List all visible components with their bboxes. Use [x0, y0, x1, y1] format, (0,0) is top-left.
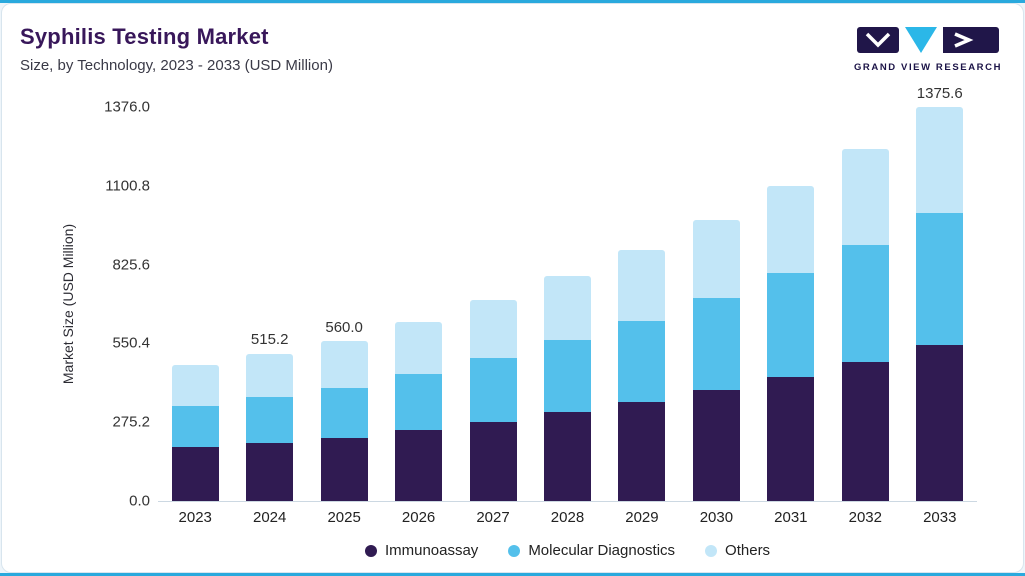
bar-segment-immunoassay [171, 447, 219, 501]
legend: Immunoassay Molecular Diagnostics Others [158, 542, 977, 559]
bar-segment-immunoassay [395, 430, 443, 501]
bar-segment-others [543, 276, 591, 341]
bar-segment-molecular-diagnostics [395, 373, 443, 431]
x-axis-label: 2031 [774, 509, 808, 526]
bar-group [605, 107, 679, 501]
y-tick-label: 275.2 [112, 413, 150, 431]
y-tick-label: 1376.0 [104, 98, 150, 116]
bar-group [828, 107, 902, 501]
bar-segment-others [767, 186, 815, 274]
page-title: Syphilis Testing Market [20, 24, 269, 49]
bar-group [679, 107, 753, 501]
bar-segment-molecular-diagnostics [469, 358, 517, 422]
bar-segment-molecular-diagnostics [320, 387, 368, 438]
x-axis-label: 2024 [252, 509, 287, 526]
bar-segment-molecular-diagnostics [767, 273, 815, 377]
x-axis-label: 2025 [327, 509, 361, 526]
chart-card: Syphilis Testing Market Size, by Technol… [1, 3, 1024, 573]
legend-label: Molecular Diagnostics [528, 542, 676, 559]
legend-dot-icon [364, 544, 377, 557]
y-tick-label: 0.0 [129, 492, 150, 510]
bar-group [530, 107, 604, 501]
x-axis-label: 2029 [625, 509, 659, 526]
bar-segment-others [469, 300, 517, 359]
bar-segment-molecular-diagnostics [246, 397, 294, 443]
page-subtitle: Size, by Technology, 2023 - 2033 (USD Mi… [20, 57, 333, 74]
bar-segment-immunoassay [320, 437, 368, 501]
y-tick-label: 550.4 [112, 334, 150, 352]
bar-group [381, 107, 455, 501]
legend-item: Immunoassay [364, 542, 479, 559]
bar-value-label: 560.0 [325, 318, 363, 336]
x-axis-label: 2033 [923, 509, 957, 526]
x-axis-label: 2026 [401, 509, 436, 526]
y-tick-label: 825.6 [112, 256, 150, 274]
bar-segment-immunoassay [543, 412, 591, 501]
x-axis-label: 2023 [178, 509, 212, 526]
x-axis-labels: 2023 2024 2025 2026 2027 2028 2029 2030 2031 2032… [158, 509, 977, 526]
chart: Market Size (USD Million) 0.0 275.2 550.4 8… [18, 85, 1007, 564]
y-axis-ticks: 0.0 275.2 550.4 825.6 1100.8 1376.0 [78, 99, 150, 510]
y-axis-title: Market Size (USD Million) [60, 223, 76, 385]
bar-group: 515.2 [232, 107, 306, 501]
bar-segment-others [692, 219, 740, 299]
logo-text: GRAND VIEW RESEARCH [853, 62, 1003, 73]
legend-dot-icon [508, 544, 521, 557]
bar-segment-molecular-diagnostics [543, 340, 591, 413]
bar-segment-others [320, 340, 368, 388]
bar-group: 1375.6 [903, 85, 977, 501]
bar-value-label: 515.2 [250, 331, 289, 349]
legend-label: Others [725, 542, 771, 559]
bar-segment-molecular-diagnostics [916, 213, 964, 346]
bar-segment-immunoassay [692, 389, 740, 501]
legend-dot-icon [705, 544, 718, 557]
x-axis-label: 2032 [848, 509, 882, 526]
bar-segment-others [916, 107, 964, 214]
bar-segment-molecular-diagnostics [841, 245, 889, 362]
bar-segment-others [841, 148, 889, 246]
brand-logo: GRAND VIEW RESEARCH [853, 26, 1003, 73]
y-tick-label: 1100.8 [105, 177, 150, 195]
bar-segment-immunoassay [246, 442, 294, 501]
legend-label: Immunoassay [384, 542, 479, 559]
bar-segment-molecular-diagnostics [171, 406, 219, 448]
bar-value-label: 1375.6 [916, 85, 963, 103]
bar-segment-others [395, 321, 443, 374]
bar-group [754, 107, 828, 501]
bar-segment-immunoassay [469, 421, 517, 501]
legend-item: Others [705, 542, 770, 559]
bar-segment-immunoassay [841, 361, 889, 501]
bar-segment-others [618, 249, 666, 321]
bar-segment-others [246, 353, 294, 398]
logo-mark-icon [857, 27, 999, 53]
bar-segment-immunoassay [767, 376, 815, 501]
top-accent-line [0, 0, 1025, 3]
bar-segment-immunoassay [618, 401, 666, 501]
bar-segment-molecular-diagnostics [618, 320, 666, 402]
bar-segment-molecular-diagnostics [692, 298, 740, 390]
legend-item: Molecular Diagnostics [508, 542, 675, 559]
bottom-accent-line [0, 573, 1025, 576]
chart-header: Syphilis Testing Market Size, by Technol… [20, 24, 333, 74]
bar-group [158, 107, 232, 501]
x-axis-label: 2028 [550, 509, 585, 526]
bar-segment-others [171, 365, 219, 407]
bar-segment-immunoassay [916, 345, 964, 501]
bar-group: 560.0 [307, 107, 381, 501]
bar-group [456, 107, 530, 501]
x-axis-label: 2030 [699, 509, 734, 526]
plot-area: 515.2 560.0 1375.6 [158, 85, 977, 502]
x-axis-label: 2027 [476, 509, 510, 526]
